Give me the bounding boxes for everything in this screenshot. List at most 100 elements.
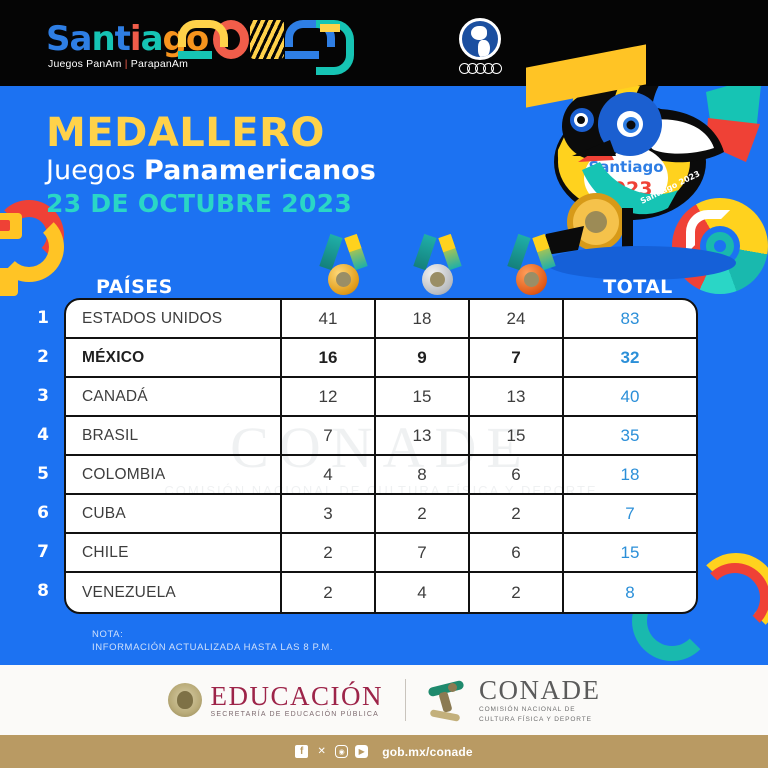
footer-social-bar: f ✕ ◉ ▶ gob.mx/conade <box>0 735 768 768</box>
educacion-subtitle: SECRETARÍA DE EDUCACIÓN PÚBLICA <box>210 711 380 718</box>
footer-logos-bar: EDUCACIÓN SECRETARÍA DE EDUCACIÓN PÚBLIC… <box>0 665 768 735</box>
conade-subtitle-2: CULTURA FÍSICA Y DEPORTE <box>479 716 592 723</box>
table-grid: CONADE COMISIÓN NACIONAL DE CULTURA FÍSI… <box>64 298 698 614</box>
mexico-eagle-seal-icon <box>167 683 202 717</box>
cell-total: 83 <box>620 308 640 328</box>
cell-bronze: 2 <box>470 495 564 532</box>
year-2023-graphic <box>178 20 354 75</box>
cell-bronze: 24 <box>470 300 564 337</box>
cell-silver: 4 <box>376 573 470 612</box>
cell-country: MÉXICO <box>66 339 282 376</box>
cell-total: 35 <box>620 425 640 445</box>
cell-gold: 16 <box>282 339 376 376</box>
conade-logo: CONADE COMISIÓN NACIONAL DE CULTURA FÍSI… <box>427 675 601 724</box>
cell-country: VENEZUELA <box>66 573 282 612</box>
table-row: CHILE 2 7 6 15 <box>66 534 696 573</box>
page-date: 23 DE OCTUBRE 2023 <box>46 189 353 218</box>
note-label: NOTA: <box>92 629 124 640</box>
cell-silver: 9 <box>376 339 470 376</box>
cell-country: CHILE <box>66 534 282 571</box>
page-subtitle: Juegos Panamericanos <box>46 155 376 187</box>
cell-total: 7 <box>625 503 635 523</box>
bronze-medal-icon <box>505 233 557 298</box>
rank-number: 5 <box>37 463 49 484</box>
table-row: COLOMBIA 4 8 6 18 <box>66 456 696 495</box>
rank-number: 8 <box>37 580 49 601</box>
cell-bronze: 7 <box>470 339 564 376</box>
rank-number: 6 <box>37 502 49 523</box>
cell-country: CANADÁ <box>66 378 282 415</box>
cell-silver: 8 <box>376 456 470 493</box>
cell-silver: 15 <box>376 378 470 415</box>
column-header-silver <box>390 233 484 298</box>
main-blue-panel: Santiago 2023 Santiago 2023 <box>0 86 768 665</box>
subtitle-light: Juegos <box>46 155 144 186</box>
cell-bronze: 6 <box>470 534 564 571</box>
cell-total: 40 <box>620 386 640 406</box>
cell-total: 8 <box>625 582 635 602</box>
column-header-countries: PAÍSES <box>96 276 173 298</box>
runner-icon <box>427 679 470 722</box>
header-block: MEDALLERO Juegos Panamericanos 23 DE OCT… <box>46 112 376 219</box>
left-arc-decoration <box>0 200 76 308</box>
table-row: CANADÁ 12 15 13 40 <box>66 378 696 417</box>
cell-bronze: 13 <box>470 378 564 415</box>
cell-total: 18 <box>620 464 640 484</box>
cell-total: 15 <box>620 542 640 562</box>
note-block: NOTA: INFORMACIÓN ACTUALIZADA HASTA LAS … <box>92 628 333 654</box>
conade-title: CONADE <box>479 675 601 705</box>
olympic-rings-icon <box>452 63 508 74</box>
table-header-row: PAÍSES TOTAL <box>0 233 768 298</box>
table-row: ESTADOS UNIDOS 41 18 24 83 <box>66 300 696 339</box>
cell-silver: 7 <box>376 534 470 571</box>
cell-gold: 12 <box>282 378 376 415</box>
footer-divider <box>405 679 406 721</box>
cell-silver: 18 <box>376 300 470 337</box>
cell-bronze: 15 <box>470 417 564 454</box>
x-twitter-icon[interactable]: ✕ <box>317 746 326 757</box>
conade-subtitle-1: COMISIÓN NACIONAL DE <box>479 706 576 713</box>
table-row: MÉXICO 16 9 7 32 <box>66 339 696 378</box>
facebook-icon[interactable]: f <box>295 745 309 758</box>
top-brand-bar: Santiago Juegos PanAm | ParapanAm <box>0 0 768 86</box>
rank-number: 1 <box>37 307 49 328</box>
cell-country: BRASIL <box>66 417 282 454</box>
rank-number: 2 <box>37 346 49 367</box>
cell-gold: 2 <box>282 573 376 612</box>
social-icons: f ✕ ◉ ▶ gob.mx/conade <box>295 745 473 759</box>
instagram-icon[interactable]: ◉ <box>335 745 349 758</box>
educacion-logo: EDUCACIÓN SECRETARÍA DE EDUCACIÓN PÚBLIC… <box>167 681 384 718</box>
rank-number: 4 <box>37 424 49 445</box>
column-header-total: TOTAL <box>603 276 673 298</box>
cell-bronze: 6 <box>470 456 564 493</box>
page-title: MEDALLERO <box>46 110 325 156</box>
cell-gold: 3 <box>282 495 376 532</box>
table-row: BRASIL 7 13 15 35 <box>66 417 696 456</box>
santiago-tagline: Juegos PanAm | ParapanAm <box>48 58 189 70</box>
cell-gold: 7 <box>282 417 376 454</box>
cell-silver: 2 <box>376 495 470 532</box>
column-header-bronze <box>484 233 578 298</box>
cell-gold: 41 <box>282 300 376 337</box>
table-row: VENEZUELA 2 4 2 8 <box>66 573 696 612</box>
column-header-gold <box>296 233 390 298</box>
youtube-icon[interactable]: ▶ <box>355 745 369 758</box>
cell-country: COLOMBIA <box>66 456 282 493</box>
cell-total: 32 <box>620 347 640 367</box>
cell-country: ESTADOS UNIDOS <box>66 300 282 337</box>
panam-sports-logo <box>452 18 508 76</box>
cell-bronze: 2 <box>470 573 564 612</box>
svg-text:Santiago: Santiago <box>588 158 663 176</box>
table-row: CUBA 3 2 2 7 <box>66 495 696 534</box>
globe-icon <box>459 18 501 60</box>
cell-silver: 13 <box>376 417 470 454</box>
subtitle-bold: Panamericanos <box>144 155 376 186</box>
website-url[interactable]: gob.mx/conade <box>382 744 473 759</box>
silver-medal-icon <box>411 233 463 298</box>
cell-gold: 2 <box>282 534 376 571</box>
educacion-title: EDUCACIÓN <box>210 681 383 711</box>
cell-country: CUBA <box>66 495 282 532</box>
rank-number: 7 <box>37 541 49 562</box>
